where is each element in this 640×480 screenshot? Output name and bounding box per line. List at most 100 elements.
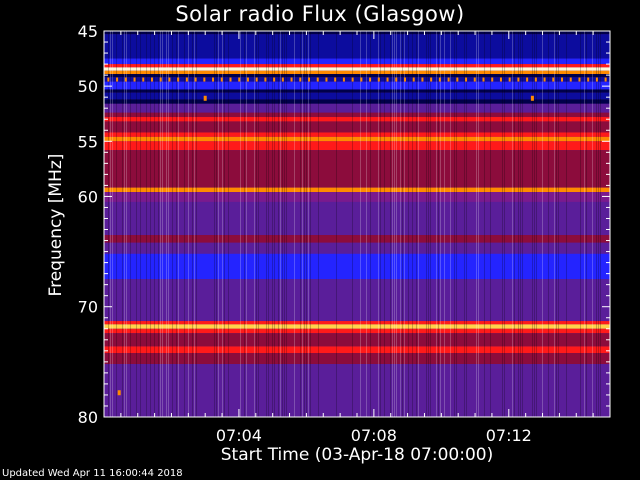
frequency-band-23 (104, 235, 610, 243)
periodic-dot (212, 77, 215, 82)
periodic-dot (177, 77, 180, 82)
noise-line (520, 31, 521, 417)
y-tick-label: 55 (78, 132, 98, 151)
periodic-dot (299, 77, 302, 82)
noise-line (244, 31, 245, 417)
x-tick-label: 07:08 (351, 426, 397, 445)
noise-line (318, 31, 319, 417)
periodic-dot (238, 77, 241, 82)
frequency-band-17 (104, 136, 610, 142)
periodic-dot (534, 77, 537, 82)
frequency-band-27 (104, 321, 610, 325)
periodic-dot (203, 77, 206, 82)
noise-line (126, 31, 127, 417)
noise-line (360, 31, 361, 417)
periodic-dot (456, 77, 459, 82)
noise-line (136, 31, 137, 417)
noise-line (584, 31, 585, 417)
noise-line (430, 31, 431, 417)
periodic-dot (526, 77, 529, 82)
updated-timestamp: Updated Wed Apr 11 16:00:44 2018 (2, 468, 183, 479)
frequency-band-21 (104, 192, 610, 202)
periodic-dot (395, 77, 398, 82)
periodic-dot (543, 77, 546, 82)
noise-line (484, 31, 485, 417)
noise-line (440, 31, 441, 417)
noise-line (240, 31, 241, 417)
noise-line (478, 31, 479, 417)
periodic-dot (499, 77, 502, 82)
spike-0 (203, 95, 207, 101)
noise-line (418, 31, 419, 417)
noise-line (130, 31, 131, 417)
periodic-dot (273, 77, 276, 82)
noise-line (512, 31, 513, 417)
noise-line (192, 31, 193, 417)
noise-line (166, 31, 167, 417)
noise-line (286, 31, 287, 417)
frequency-band-8 (104, 81, 610, 90)
periodic-dot (150, 77, 153, 82)
periodic-dot (220, 77, 223, 82)
noise-line (394, 31, 395, 417)
noise-line (140, 31, 141, 417)
noise-line (586, 31, 587, 417)
frequency-band-25 (104, 253, 610, 280)
y-tick-label: 80 (78, 408, 98, 427)
y-tick-label: 50 (78, 77, 98, 96)
noise-line (428, 31, 429, 417)
noise-line (536, 31, 537, 417)
noise-line (490, 31, 491, 417)
noise-line (542, 31, 543, 417)
periodic-dot (403, 77, 406, 82)
noise-line (566, 31, 567, 417)
periodic-dot (229, 77, 232, 82)
periodic-dot (482, 77, 485, 82)
periodic-dot (386, 77, 389, 82)
noise-line (196, 31, 197, 417)
noise-line (168, 31, 169, 417)
noise-line (254, 31, 255, 417)
noise-line (158, 31, 159, 417)
noise-line (534, 31, 535, 417)
periodic-dot (430, 77, 433, 82)
noise-line (390, 31, 391, 417)
noise-line (284, 31, 285, 417)
frequency-band-33 (104, 364, 610, 417)
noise-line (532, 31, 533, 417)
frequency-band-3 (104, 64, 610, 68)
noise-line (280, 31, 281, 417)
frequency-band-18 (104, 141, 610, 151)
noise-line (154, 31, 155, 417)
noise-line (548, 31, 549, 417)
periodic-dot (604, 77, 607, 82)
noise-line (122, 31, 123, 417)
periodic-dot (569, 77, 572, 82)
periodic-dot (142, 77, 145, 82)
noise-line (596, 31, 597, 417)
periodic-dot (334, 77, 337, 82)
noise-line (150, 31, 151, 417)
noise-line (160, 31, 161, 417)
noise-line (306, 31, 307, 417)
frequency-band-26 (104, 279, 610, 322)
periodic-dot (473, 77, 476, 82)
noise-line (184, 31, 185, 417)
noise-line (268, 31, 269, 417)
noise-line (522, 31, 523, 417)
noise-line (302, 31, 303, 417)
periodic-dot (491, 77, 494, 82)
periodic-dot (281, 77, 284, 82)
frequency-band-31 (104, 346, 610, 354)
periodic-dot (447, 77, 450, 82)
noise-line (188, 31, 189, 417)
noise-line (110, 31, 111, 417)
periodic-dot (578, 77, 581, 82)
noise-line (274, 31, 275, 417)
noise-line (370, 31, 371, 417)
periodic-dot (517, 77, 520, 82)
noise-line (476, 31, 477, 417)
spike-1 (530, 95, 534, 101)
frequency-band-22 (104, 201, 610, 236)
